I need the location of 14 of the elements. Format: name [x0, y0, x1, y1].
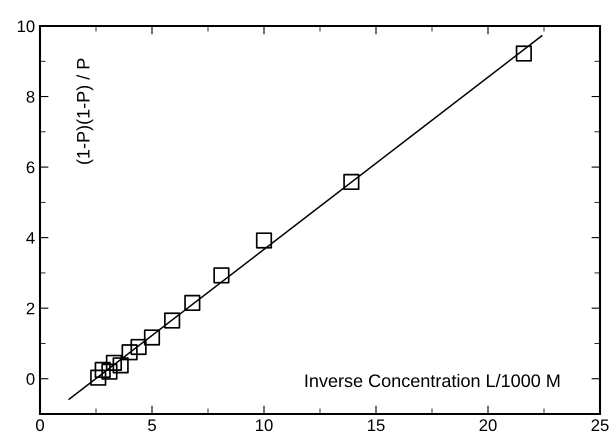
y-tick-label: 10 — [18, 20, 34, 32]
x-tick-label: 10 — [256, 419, 273, 432]
x-tick-label: 15 — [368, 419, 385, 432]
y-tick-label: 0 — [26, 373, 34, 385]
y-tick-label: 8 — [26, 90, 34, 103]
y-tick-label: 2 — [26, 302, 34, 314]
x-tick-label: 25 — [592, 419, 609, 432]
x-tick-label: 5 — [148, 419, 156, 432]
x-axis-title: Inverse Concentration L/1000 M — [306, 374, 560, 388]
x-tick-label: 20 — [480, 419, 497, 432]
y-axis-title: (1-P)(1-P) / P — [76, 58, 94, 164]
y-tick-label: 6 — [26, 161, 34, 174]
y-tick-label: 4 — [26, 232, 35, 244]
x-tick-label: 0 — [36, 419, 44, 432]
